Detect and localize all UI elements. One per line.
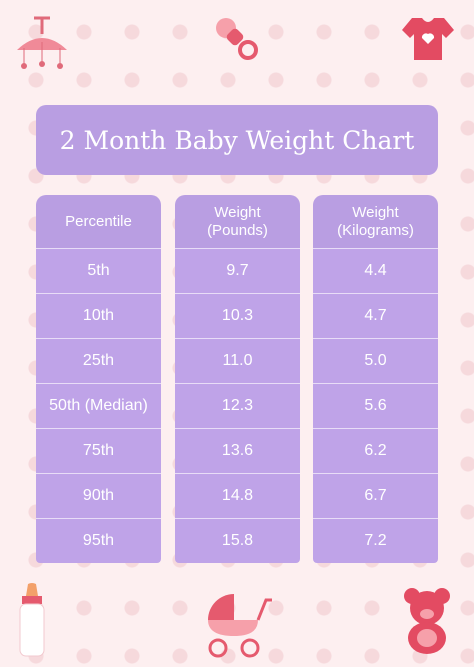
column-header: Weight (Pounds) [175, 195, 300, 248]
table-cell: 95th [36, 518, 161, 563]
table-cell: 75th [36, 428, 161, 473]
table-cell: 15.8 [175, 518, 300, 563]
table-cell: 14.8 [175, 473, 300, 518]
table-cell: 90th [36, 473, 161, 518]
cell-text: 5th [87, 262, 110, 279]
stroller-icon [208, 594, 272, 658]
header-text: Weight [214, 203, 261, 221]
table-cell: 6.7 [313, 473, 438, 518]
cell-text: 10.3 [221, 307, 254, 324]
cell-text: 4.4 [364, 262, 387, 279]
cell-text: 11.0 [222, 352, 253, 369]
table-cell: 6.2 [313, 428, 438, 473]
column-header: Percentile [36, 195, 161, 248]
table-cell: 5.6 [313, 383, 438, 428]
cell-text: 13.6 [221, 442, 254, 459]
cell-text: 75th [82, 442, 115, 459]
table-cell: 5.0 [313, 338, 438, 383]
bottle-icon [19, 583, 45, 657]
header-text: (Pounds) [207, 221, 268, 239]
table-cell: 50th (Median) [36, 383, 161, 428]
cell-text: 25th [82, 352, 115, 369]
table-column: Weight (Pounds) 9.7 10.3 11.0 12.3 13.6 14.8 15.… [175, 195, 300, 563]
cell-text: 10th [82, 307, 115, 324]
cell-text: 50th (Median) [49, 397, 148, 414]
table-cell: 12.3 [175, 383, 300, 428]
cell-text: 12.3 [221, 397, 254, 414]
table-cell: 11.0 [175, 338, 300, 383]
cell-text: 5.6 [364, 397, 387, 414]
header-text: Weight [352, 203, 399, 221]
cell-text: 95th [82, 532, 115, 549]
cell-text: 4.7 [364, 307, 387, 324]
cell-text: 15.8 [221, 532, 254, 549]
bear-icon [404, 588, 450, 654]
cell-text: 6.7 [364, 487, 387, 504]
table-cell: 4.4 [313, 248, 438, 293]
column-header: Weight (Kilograms) [313, 195, 438, 248]
header-text: Percentile [65, 212, 132, 230]
table-column: Percentile 5th 10th 25th 50th (Median) 75th 90… [36, 195, 161, 563]
onesie-icon [402, 18, 454, 60]
title: 2 Month Baby Weight Chart [59, 125, 415, 155]
table-cell: 10th [36, 293, 161, 338]
table-cell: 9.7 [175, 248, 300, 293]
table-cell: 7.2 [313, 518, 438, 563]
table-column: Weight (Kilograms) 4.4 4.7 5.0 5.6 6.2 6.7 7.2 [313, 195, 438, 563]
cell-text: 14.8 [221, 487, 254, 504]
header-text: (Kilograms) [337, 221, 414, 239]
mobile-icon [17, 16, 67, 69]
table-cell: 5th [36, 248, 161, 293]
pacifier-icon [216, 18, 258, 60]
cell-text: 9.7 [226, 262, 249, 279]
title-banner: 2 Month Baby Weight Chart [36, 105, 438, 175]
table-cell: 13.6 [175, 428, 300, 473]
cell-text: 7.2 [364, 532, 387, 549]
table-cell: 25th [36, 338, 161, 383]
table-cell: 10.3 [175, 293, 300, 338]
cell-text: 5.0 [364, 352, 387, 369]
table-cell: 4.7 [313, 293, 438, 338]
cell-text: 90th [82, 487, 115, 504]
cell-text: 6.2 [364, 442, 387, 459]
